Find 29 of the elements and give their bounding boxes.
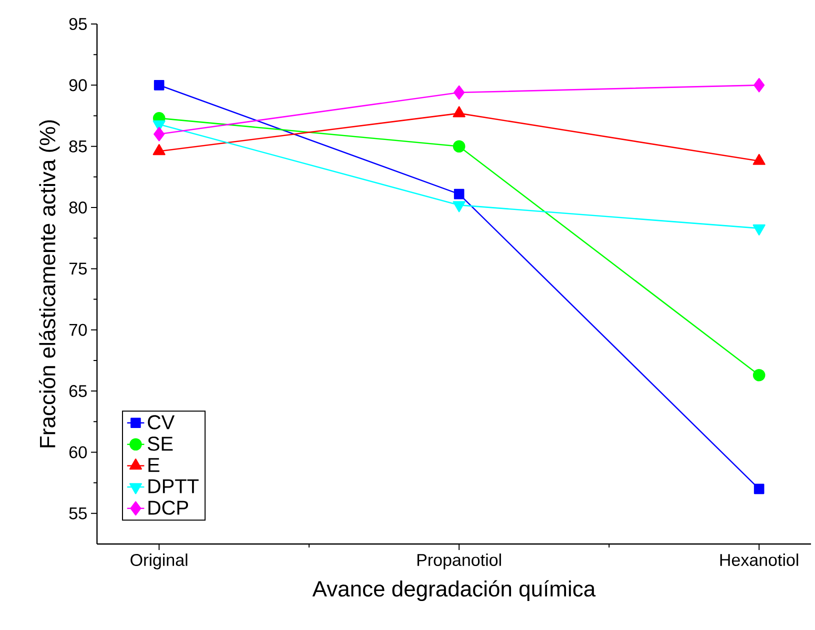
y-tick-label: 70: [69, 324, 87, 336]
point: [452, 201, 466, 212]
legend-label: CV: [148, 415, 175, 430]
x-tick-label: Original: [130, 554, 188, 570]
x-tick-label: Propanotiol: [417, 554, 501, 570]
legend-label: SE: [148, 436, 173, 451]
y-tick-label: 75: [69, 262, 87, 275]
point: [454, 85, 465, 100]
x-axis-title: Avance degradación química: [312, 580, 596, 601]
legend-label: DPTT: [148, 479, 199, 494]
point: [454, 188, 464, 200]
point: [154, 80, 164, 90]
point: [752, 368, 766, 382]
y-tick-label: 85: [69, 140, 87, 152]
legend-label: E: [148, 458, 160, 472]
y-axis-title: Fracción elásticamente activa (%): [38, 120, 60, 448]
y-tick-label: 60: [69, 446, 87, 458]
legend-label: DCP: [148, 500, 188, 515]
point: [754, 484, 764, 494]
point: [154, 126, 165, 142]
y-tick-label: 95: [69, 18, 87, 30]
point: [752, 224, 766, 236]
y-tick-label: 90: [69, 79, 87, 92]
point: [452, 140, 466, 152]
y-tick-label: 65: [69, 385, 87, 398]
point: [754, 78, 765, 92]
y-tick-label: 80: [69, 202, 87, 214]
y-tick-label: 55: [69, 507, 87, 520]
x-tick-label: Hexanotiol: [720, 554, 798, 566]
